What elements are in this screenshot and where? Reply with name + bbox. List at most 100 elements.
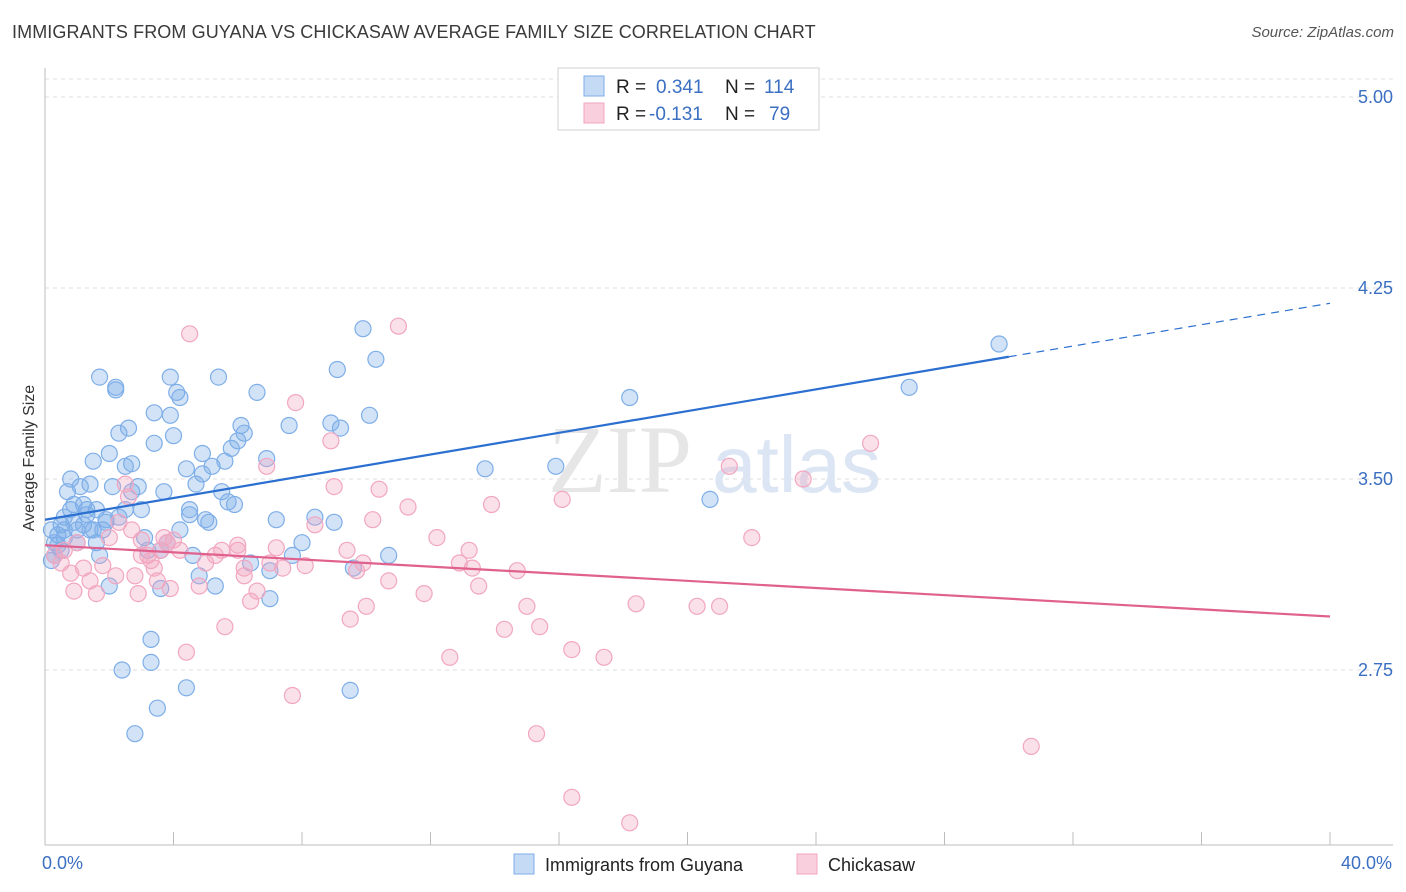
point-chickasaw	[235, 559, 253, 577]
y-axis-label: Average Family Size	[21, 385, 38, 532]
y-tick-label: 4.25	[1358, 278, 1393, 298]
point-chickasaw	[1022, 737, 1040, 756]
point-chickasaw	[743, 528, 761, 547]
point-chickasaw	[495, 620, 513, 638]
stats-legend: R = 0.341 N = 114 R = -0.131 N = 79	[557, 67, 820, 131]
legend-r-label-chickasaw: R =	[616, 104, 646, 125]
watermark-atlas: atlas	[712, 420, 881, 509]
point-chickasaw	[710, 597, 729, 615]
point-guyana	[280, 416, 298, 435]
point-guyana	[145, 434, 163, 452]
point-chickasaw	[164, 531, 183, 549]
point-chickasaw	[145, 559, 163, 577]
point-chickasaw	[171, 541, 189, 559]
point-chickasaw	[274, 559, 292, 577]
legend-n-value-chickasaw: 79	[769, 104, 790, 125]
point-guyana	[187, 475, 205, 493]
point-chickasaw	[563, 640, 581, 659]
point-guyana	[193, 444, 211, 463]
point-guyana	[42, 551, 61, 570]
point-guyana	[65, 495, 83, 514]
point-guyana	[145, 404, 163, 422]
point-guyana	[248, 383, 266, 401]
point-guyana	[110, 424, 128, 442]
point-chickasaw	[441, 648, 459, 666]
point-chickasaw	[399, 498, 417, 516]
point-chickasaw	[216, 618, 234, 636]
point-guyana	[177, 679, 195, 697]
point-chickasaw	[229, 541, 247, 559]
point-chickasaw	[177, 643, 195, 661]
point-guyana	[360, 406, 379, 424]
point-guyana	[293, 534, 311, 552]
point-guyana	[354, 320, 372, 338]
point-guyana	[97, 511, 115, 529]
points-layer	[42, 317, 1040, 832]
point-chickasaw	[242, 592, 260, 610]
point-chickasaw	[380, 572, 398, 590]
point-chickasaw	[338, 541, 356, 559]
point-chickasaw	[248, 582, 266, 600]
point-chickasaw	[627, 595, 645, 613]
point-chickasaw	[563, 788, 581, 806]
point-chickasaw	[415, 584, 433, 603]
legend-n-label-guyana: N =	[725, 77, 755, 98]
bottom-legend-swatch-chickasaw	[796, 853, 818, 875]
point-chickasaw	[267, 539, 285, 557]
point-guyana	[161, 406, 179, 424]
point-chickasaw	[341, 610, 359, 628]
trend-line-chickasaw	[44, 544, 1331, 618]
point-guyana	[84, 521, 102, 539]
point-guyana	[181, 506, 199, 524]
point-guyana	[219, 493, 237, 511]
point-chickasaw	[126, 567, 144, 585]
point-chickasaw	[621, 814, 639, 832]
point-chickasaw	[283, 686, 301, 705]
point-chickasaw	[181, 325, 199, 343]
y-tick-label: 3.50	[1358, 469, 1393, 489]
point-chickasaw	[306, 516, 324, 534]
point-guyana	[126, 725, 144, 743]
point-guyana	[197, 511, 215, 529]
point-guyana	[132, 501, 150, 519]
point-guyana	[621, 388, 639, 407]
point-guyana	[161, 368, 179, 386]
point-chickasaw	[229, 536, 247, 554]
point-chickasaw	[370, 480, 388, 498]
point-guyana	[200, 513, 218, 531]
point-guyana	[476, 460, 494, 478]
point-guyana	[103, 478, 122, 496]
point-chickasaw	[482, 495, 501, 514]
point-guyana	[328, 360, 346, 379]
point-chickasaw	[794, 470, 812, 488]
point-chickasaw	[129, 584, 147, 603]
point-guyana	[380, 546, 398, 565]
point-chickasaw	[287, 394, 305, 412]
point-guyana	[113, 661, 131, 679]
point-chickasaw	[258, 457, 276, 475]
point-guyana	[181, 501, 199, 519]
point-guyana	[701, 490, 719, 508]
legend-r-value-chickasaw: -0.131	[649, 104, 703, 125]
point-chickasaw	[190, 577, 208, 595]
point-guyana	[990, 335, 1008, 353]
point-guyana	[209, 368, 228, 386]
point-chickasaw	[518, 597, 536, 615]
point-guyana	[171, 521, 189, 539]
legend-r-value-guyana: 0.341	[656, 77, 704, 98]
trend-line-guyana-extension	[1008, 302, 1331, 358]
legend-r-label-guyana: R =	[616, 77, 646, 98]
point-chickasaw	[357, 597, 375, 615]
point-guyana	[81, 475, 99, 493]
point-chickasaw	[531, 618, 549, 636]
x-tick-label-min: 0.0%	[42, 853, 83, 873]
watermark-zip: ZIP	[548, 406, 692, 513]
point-guyana	[148, 699, 166, 717]
point-guyana	[123, 455, 141, 473]
y-tick-label: 2.75	[1358, 660, 1393, 680]
chart-title: IMMIGRANTS FROM GUYANA VS CHICKASAW AVER…	[12, 22, 816, 42]
point-guyana	[142, 653, 160, 672]
trend-line-guyana	[44, 355, 1009, 521]
point-chickasaw	[389, 317, 407, 335]
